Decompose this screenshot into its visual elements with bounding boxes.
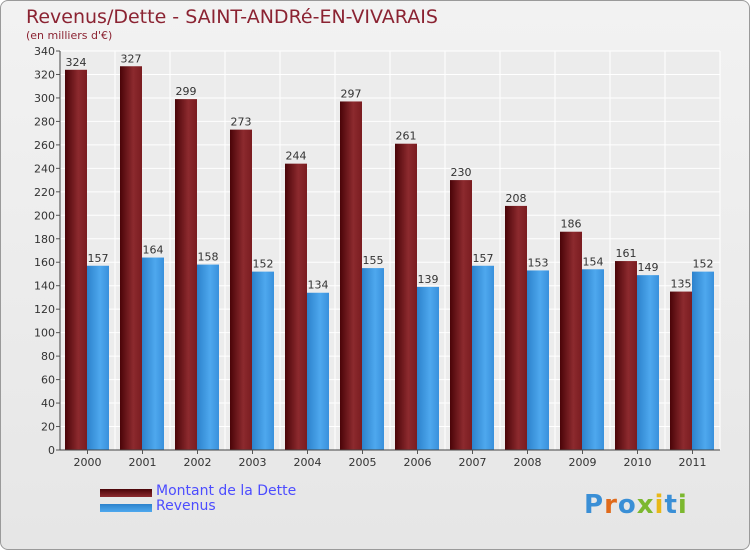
data-label: 135 [671,278,692,291]
y-tick-label: 60 [41,374,55,387]
x-tick-label: 2005 [349,456,377,469]
axis-layer: 0 20 40 60 80 100 120 140 160 180 200 220 240 260 280 3… [34,45,720,469]
y-tick-label: 240 [34,162,55,175]
bar-dette [395,143,417,451]
bar-revenus [472,265,494,450]
data-label: 261 [396,130,417,143]
data-label: 161 [616,247,637,260]
data-label: 157 [473,252,494,265]
y-tick-label: 80 [41,350,55,363]
y-tick-label: 100 [34,327,55,340]
chart-subtitle: (en milliers d'€) [26,29,113,42]
legend-item-dette: Montant de la Dette [100,483,400,501]
y-tick-label: 180 [34,233,55,246]
bar-revenus [637,275,659,450]
bar-dette [505,205,527,450]
bar-dette [175,99,197,450]
data-label: 149 [638,261,659,274]
data-label: 230 [451,166,472,179]
y-tick-label: 40 [41,397,55,410]
bar-dette [560,231,582,450]
y-tick-label: 320 [34,68,55,81]
data-label: 158 [198,251,219,264]
y-tick-label: 340 [34,45,55,58]
logo-letter: o [617,490,637,520]
bar-revenus [197,264,219,450]
bar-revenus [692,271,714,450]
bar-revenus [527,270,549,450]
x-tick-label: 2007 [459,456,487,469]
logo-letter: i [654,490,665,520]
logo-letter: x [636,490,655,520]
logo-letter: i [677,490,688,520]
y-tick-label: 260 [34,139,55,152]
bar-revenus [417,286,439,450]
data-label: 324 [66,56,87,69]
data-label: 186 [561,218,582,231]
data-label: 244 [286,150,307,163]
y-tick-label: 200 [34,209,55,222]
bar-dette [230,129,252,450]
chart-title: Revenus/Dette - SAINT-ANDRé-EN-VIVARAIS [26,6,438,28]
data-label: 157 [88,252,109,265]
y-tick-label: 140 [34,280,55,293]
data-label: 139 [418,273,439,286]
x-tick-label: 2009 [569,456,597,469]
x-tick-label: 2008 [514,456,542,469]
bar-revenus [307,292,329,450]
data-label: 152 [693,258,714,271]
bar-revenus [87,265,109,450]
bar-dette [65,69,87,450]
x-tick-label: 2001 [129,456,157,469]
data-label: 164 [143,244,164,257]
y-tick-label: 220 [34,186,55,199]
data-label: 154 [583,255,604,268]
legend-label-dette: Montant de la Dette [156,483,297,499]
legend-swatch-revenus [100,504,152,512]
y-tick-label: 0 [48,444,55,457]
legend-swatch-dette [100,489,152,497]
data-label: 155 [363,254,384,267]
x-tick-label: 2006 [404,456,432,469]
y-tick-label: 160 [34,256,55,269]
x-tick-label: 2010 [624,456,652,469]
data-label: 327 [121,52,142,65]
data-label: 299 [176,85,197,98]
bar-revenus [142,257,164,450]
data-label: 152 [253,258,274,271]
x-tick-label: 2003 [239,456,267,469]
proxiti-logo: Proxiti [584,490,688,520]
labels-layer: 324 157 327 164 299 158 273 152 244 134 297 155 261 1… [66,52,714,291]
data-label: 153 [528,256,549,269]
bar-dette [120,66,142,450]
y-tick-label: 300 [34,92,55,105]
bar-dette [615,261,637,450]
y-tick-label: 20 [41,421,55,434]
x-tick-label: 2002 [184,456,212,469]
legend-item-revenus: Revenus [100,498,400,516]
data-label: 273 [231,116,252,129]
bar-revenus [252,271,274,450]
bar-dette [340,101,362,450]
data-label: 297 [341,87,362,100]
data-label: 208 [506,192,527,205]
bars-layer [65,66,714,451]
y-tick-label: 280 [34,115,55,128]
logo-letter: r [604,490,618,520]
legend-label-revenus: Revenus [156,498,216,514]
bar-dette [450,180,472,450]
bar-revenus [582,269,604,450]
bar-revenus [362,268,384,450]
x-tick-label: 2000 [74,456,102,469]
x-tick-label: 2011 [679,456,707,469]
logo-letter: P [584,490,605,520]
logo-letter: t [664,490,678,520]
y-tick-label: 120 [34,303,55,316]
grid-layer [59,50,721,451]
x-tick-label: 2004 [294,456,322,469]
bar-dette [670,291,692,450]
data-label: 134 [308,279,329,292]
bar-dette [285,163,307,451]
